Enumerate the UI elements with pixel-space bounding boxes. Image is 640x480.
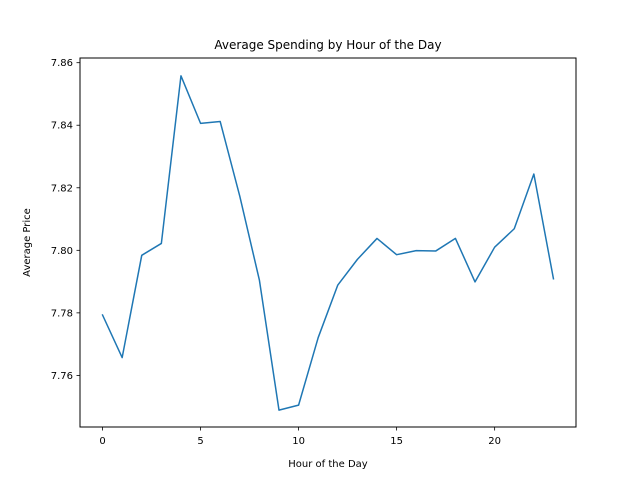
y-axis: 7.76 7.78 7.80 7.82 7.84 7.86 xyxy=(51,58,80,382)
plot-frame xyxy=(79,57,577,428)
series-layer xyxy=(101,75,555,411)
x-tick-label: 15 xyxy=(390,436,403,447)
y-tick-label: 7.80 xyxy=(51,246,73,257)
y-tick-label: 7.78 xyxy=(51,308,73,319)
x-tick-label: 0 xyxy=(99,436,105,447)
x-tick-label: 5 xyxy=(197,436,203,447)
y-tick-label: 7.86 xyxy=(51,58,73,69)
x-tick-label: 10 xyxy=(292,436,305,447)
x-tick-label: 20 xyxy=(488,436,501,447)
y-tick-label: 7.84 xyxy=(51,121,73,132)
y-axis-label: Average Price xyxy=(22,208,33,277)
series-line-0 xyxy=(101,75,555,411)
chart-title: Average Spending by Hour of the Day xyxy=(214,38,441,52)
y-tick-label: 7.82 xyxy=(51,183,73,194)
x-axis-label: Hour of the Day xyxy=(288,459,368,470)
x-axis: 0 5 10 15 20 xyxy=(99,427,501,447)
plot-area xyxy=(80,58,576,427)
y-tick-label: 7.76 xyxy=(51,371,73,382)
